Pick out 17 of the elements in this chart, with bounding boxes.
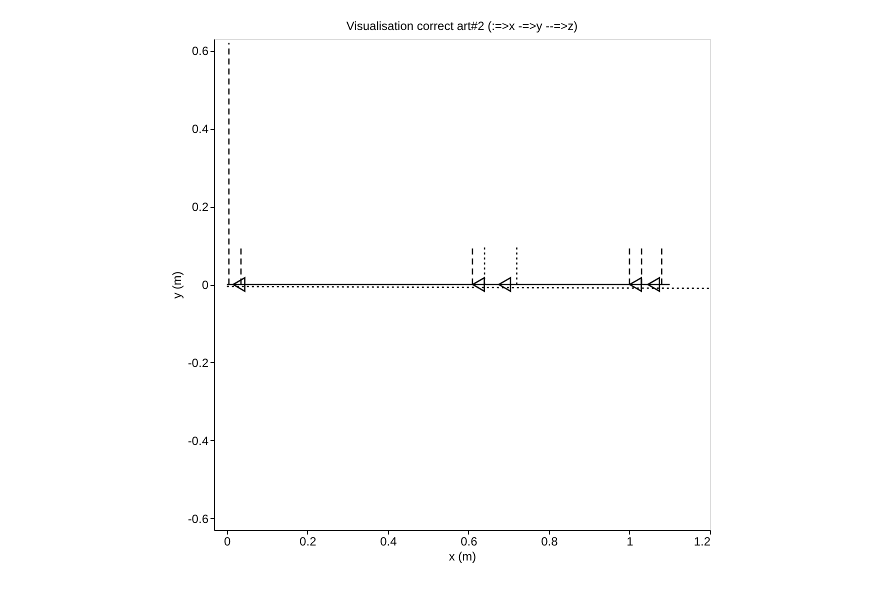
y-tick-label: 0.6	[192, 44, 209, 58]
x-tick-label: 1.2	[694, 534, 711, 548]
x-tick-label: 0	[224, 534, 232, 548]
x-tick-label: 0.6	[460, 534, 478, 548]
y-tick-label: 0	[202, 278, 209, 292]
x-tick-label: 1	[626, 534, 634, 548]
y-axis-title: y (m)	[170, 271, 184, 299]
y-tick-label: -0.2	[188, 356, 209, 370]
y-tick-label: -0.4	[188, 434, 209, 448]
x-tick-label: 0.2	[300, 534, 317, 548]
y-tick-label: 0.2	[192, 200, 209, 214]
x-tick-label: 0.8	[541, 534, 558, 548]
y-tick-label: 0.4	[192, 122, 209, 136]
y-tick-label: -0.6	[188, 512, 209, 526]
chart-title: Visualisation correct art#2 (:=>x -=>y --=>z)	[346, 19, 578, 33]
x-tick-label: 0.4	[380, 534, 398, 548]
x-axis-title: x (m)	[448, 550, 476, 564]
